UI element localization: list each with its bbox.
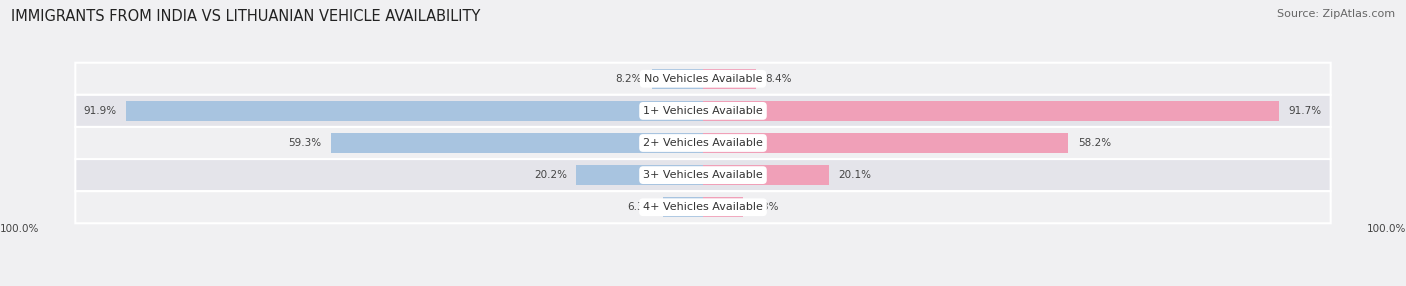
Text: 3+ Vehicles Available: 3+ Vehicles Available: [643, 170, 763, 180]
Bar: [703, 101, 1278, 121]
Text: 91.9%: 91.9%: [83, 106, 117, 116]
Text: IMMIGRANTS FROM INDIA VS LITHUANIAN VEHICLE AVAILABILITY: IMMIGRANTS FROM INDIA VS LITHUANIAN VEHI…: [11, 9, 481, 23]
Text: 4+ Vehicles Available: 4+ Vehicles Available: [643, 202, 763, 212]
FancyBboxPatch shape: [76, 127, 1330, 159]
Bar: [664, 197, 703, 217]
Text: Source: ZipAtlas.com: Source: ZipAtlas.com: [1277, 9, 1395, 19]
Text: 59.3%: 59.3%: [288, 138, 322, 148]
FancyBboxPatch shape: [76, 159, 1330, 191]
Bar: [703, 133, 1069, 153]
Bar: [651, 69, 703, 89]
Text: 2+ Vehicles Available: 2+ Vehicles Available: [643, 138, 763, 148]
Text: No Vehicles Available: No Vehicles Available: [644, 74, 762, 84]
Text: 1+ Vehicles Available: 1+ Vehicles Available: [643, 106, 763, 116]
Text: 100.0%: 100.0%: [1367, 224, 1406, 234]
Text: 6.3%: 6.3%: [752, 202, 779, 212]
Bar: [703, 197, 742, 217]
Text: 100.0%: 100.0%: [0, 224, 39, 234]
FancyBboxPatch shape: [76, 191, 1330, 223]
Bar: [127, 101, 703, 121]
Bar: [703, 69, 756, 89]
Text: 8.2%: 8.2%: [616, 74, 643, 84]
Text: 91.7%: 91.7%: [1288, 106, 1322, 116]
Text: 20.2%: 20.2%: [534, 170, 567, 180]
Text: 8.4%: 8.4%: [765, 74, 792, 84]
FancyBboxPatch shape: [76, 63, 1330, 95]
Text: 6.3%: 6.3%: [627, 202, 654, 212]
Bar: [330, 133, 703, 153]
Text: 58.2%: 58.2%: [1078, 138, 1111, 148]
Bar: [576, 165, 703, 185]
FancyBboxPatch shape: [76, 95, 1330, 127]
Bar: [703, 165, 830, 185]
Text: 20.1%: 20.1%: [838, 170, 872, 180]
